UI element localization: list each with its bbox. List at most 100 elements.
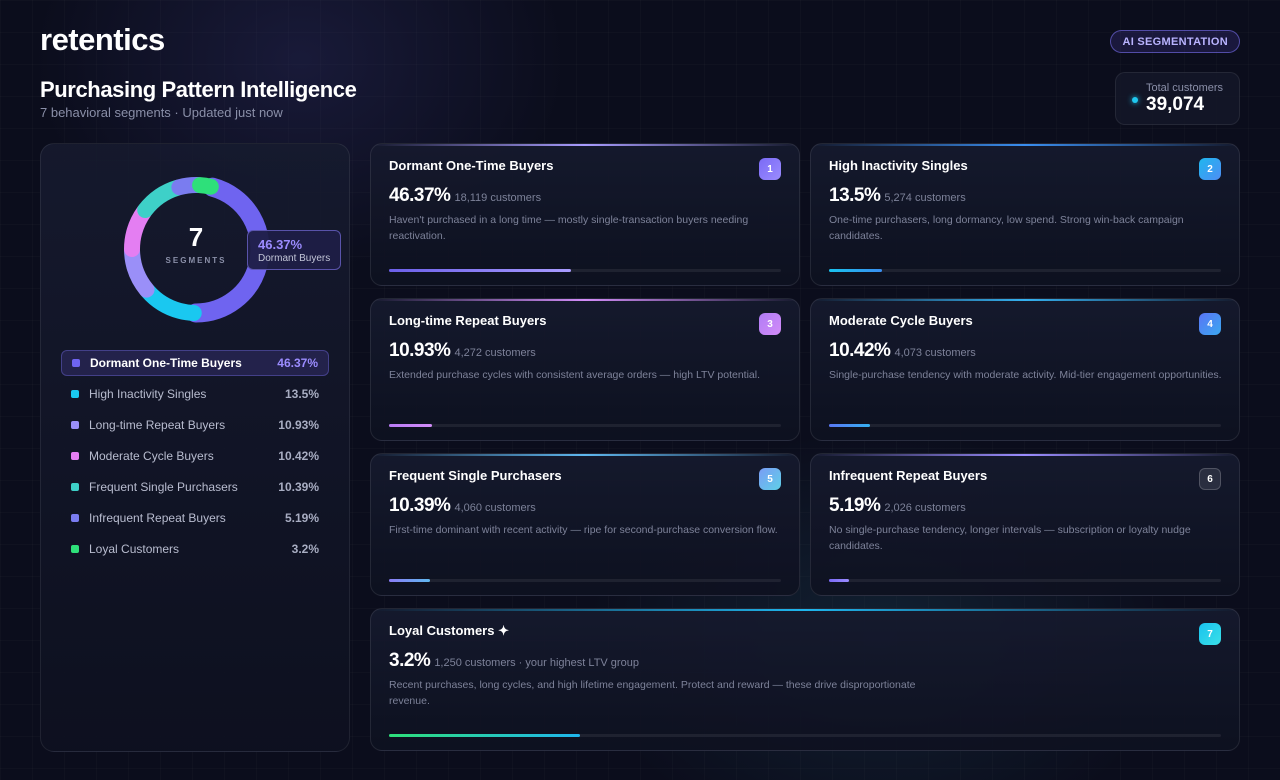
segment-card[interactable]: Long-time Repeat Buyers 3 10.93% 4,272 cust… — [370, 298, 800, 441]
segment-customer-count: 4,073 customers — [894, 347, 976, 359]
segment-card[interactable]: Frequent Single Purchasers 5 10.39% 4,060 c… — [370, 453, 800, 596]
segment-share-fill — [389, 269, 571, 272]
segment-name: Dormant One-Time Buyers — [389, 158, 554, 173]
ai-segmentation-badge: AI SEGMENTATION — [1110, 30, 1240, 53]
segment-stats: 10.93% 4,272 customers — [389, 340, 536, 362]
legend-swatch — [71, 421, 79, 429]
segment-card[interactable]: Moderate Cycle Buyers 4 10.42% 4,073 custom… — [810, 298, 1240, 441]
segment-rank-badge: 4 — [1199, 313, 1221, 335]
card-accent-line — [371, 454, 799, 456]
segment-rank-badge: 3 — [759, 313, 781, 335]
legend-label: Infrequent Repeat Buyers — [89, 511, 226, 525]
segment-share-bar — [829, 269, 1221, 272]
segment-share-fill — [829, 424, 870, 427]
card-accent-line — [811, 299, 1239, 301]
segment-stats: 10.42% 4,073 customers — [829, 340, 976, 362]
segment-share-bar — [389, 579, 781, 582]
segment-name: Frequent Single Purchasers — [389, 468, 562, 483]
tooltip-percent: 46.37% — [258, 237, 303, 252]
segment-percent: 10.93% — [389, 340, 451, 361]
card-accent-line — [811, 144, 1239, 146]
legend-percent: 46.37% — [277, 356, 318, 370]
donut-center-number: 7 — [188, 222, 204, 252]
legend-percent: 10.42% — [278, 449, 319, 463]
legend-label: Long-time Repeat Buyers — [89, 418, 226, 432]
page-title: Purchasing Pattern Intelligence — [40, 77, 357, 102]
donut-center-label: SEGMENTS — [165, 256, 227, 265]
segment-stats: 5.19% 2,026 customers — [829, 495, 966, 517]
segment-description: No single-purchase tendency, longer inte… — [829, 524, 1191, 552]
segment-card[interactable]: Loyal Customers ✦ 7 3.2% 1,250 customers · … — [370, 608, 1240, 751]
legend-item[interactable]: Dormant One-Time Buyers 46.37% — [61, 350, 329, 376]
segment-share-fill — [829, 269, 882, 272]
donut-slice-4[interactable] — [121, 174, 271, 324]
segment-description: Single-purchase tendency with moderate a… — [829, 369, 1222, 381]
legend-percent: 3.2% — [291, 542, 319, 556]
legend-label: Loyal Customers — [89, 542, 180, 556]
segment-description: Extended purchase cycles with consistent… — [389, 369, 761, 381]
segment-customer-count: 4,272 customers — [454, 347, 536, 359]
segment-description: One-time purchasers, long dormancy, low … — [829, 214, 1184, 242]
segment-share-fill — [389, 579, 430, 582]
segment-share-bar — [389, 269, 781, 272]
segment-stats: 10.39% 4,060 customers — [389, 495, 536, 517]
segment-card[interactable]: High Inactivity Singles 2 13.5% 5,274 custo… — [810, 143, 1240, 286]
segment-customer-count: 1,250 customers · your highest LTV group — [434, 657, 639, 669]
segment-description: Haven't purchased in a long time — mostl… — [389, 214, 749, 242]
segment-name: Infrequent Repeat Buyers — [829, 468, 988, 483]
segment-customer-count: 2,026 customers — [884, 502, 966, 514]
legend-label: Dormant One-Time Buyers — [90, 356, 242, 370]
legend-percent: 5.19% — [284, 511, 319, 525]
segment-share-fill — [829, 579, 850, 582]
legend-swatch — [71, 545, 79, 553]
donut-slice-7[interactable] — [121, 174, 271, 324]
legend-swatch — [71, 452, 79, 460]
legend-swatch — [72, 359, 80, 367]
segment-rank-badge: 5 — [759, 468, 781, 490]
segment-name: High Inactivity Singles — [829, 158, 968, 173]
segment-share-fill — [389, 734, 581, 737]
total-customers-card: Total customers 39,074 — [1115, 72, 1240, 125]
total-customers-label: Total customers — [1146, 82, 1224, 94]
segment-percent: 5.19% — [829, 495, 881, 516]
card-accent-line — [371, 144, 799, 146]
status-dot-icon — [1132, 97, 1138, 103]
legend-item[interactable]: Loyal Customers 3.2% — [61, 536, 329, 562]
segment-customer-count: 5,274 customers — [884, 192, 966, 204]
segment-rank-badge: 7 — [1199, 623, 1221, 645]
segment-percent: 46.37% — [389, 185, 451, 206]
segment-stats: 13.5% 5,274 customers — [829, 185, 966, 207]
segment-share-bar — [829, 579, 1221, 582]
legend-percent: 10.39% — [278, 480, 319, 494]
legend-item[interactable]: Long-time Repeat Buyers 10.93% — [61, 412, 329, 438]
donut-slice-2[interactable] — [121, 174, 271, 324]
card-accent-line — [371, 299, 799, 301]
segment-percent: 13.5% — [829, 185, 881, 206]
segment-stats: 3.2% 1,250 customers · your highest LTV g… — [389, 650, 639, 672]
legend-item[interactable]: Frequent Single Purchasers 10.39% — [61, 474, 329, 500]
legend-label: Frequent Single Purchasers — [89, 480, 238, 494]
segment-legend: Dormant One-Time Buyers 46.37% High Inacti… — [61, 350, 329, 567]
segment-customer-count: 4,060 customers — [454, 502, 536, 514]
card-accent-line — [811, 454, 1239, 456]
segment-description: First-time dominant with recent activity… — [389, 524, 778, 536]
segment-name: Long-time Repeat Buyers — [389, 313, 547, 328]
legend-item[interactable]: Moderate Cycle Buyers 10.42% — [61, 443, 329, 469]
legend-percent: 13.5% — [284, 387, 319, 401]
segment-share-bar — [829, 424, 1221, 427]
card-accent-line — [371, 609, 1239, 611]
segment-share-fill — [389, 424, 432, 427]
legend-label: Moderate Cycle Buyers — [89, 449, 214, 463]
legend-label: High Inactivity Singles — [89, 387, 207, 401]
legend-item[interactable]: High Inactivity Singles 13.5% — [61, 381, 329, 407]
legend-item[interactable]: Infrequent Repeat Buyers 5.19% — [61, 505, 329, 531]
legend-swatch — [71, 514, 79, 522]
segment-card[interactable]: Dormant One-Time Buyers 1 46.37% 18,119 cus… — [370, 143, 800, 286]
segment-percent: 10.39% — [389, 495, 451, 516]
segment-share-bar — [389, 424, 781, 427]
segment-description: Recent purchases, long cycles, and high … — [389, 679, 916, 707]
brand-logo: retentics — [40, 22, 165, 57]
segment-card[interactable]: Infrequent Repeat Buyers 6 5.19% 2,026 cust… — [810, 453, 1240, 596]
segments-overview-panel: 7 SEGMENTS 46.37% Dormant Buyers Dormant… — [40, 143, 350, 752]
donut-tooltip: 46.37% Dormant Buyers — [247, 230, 341, 270]
